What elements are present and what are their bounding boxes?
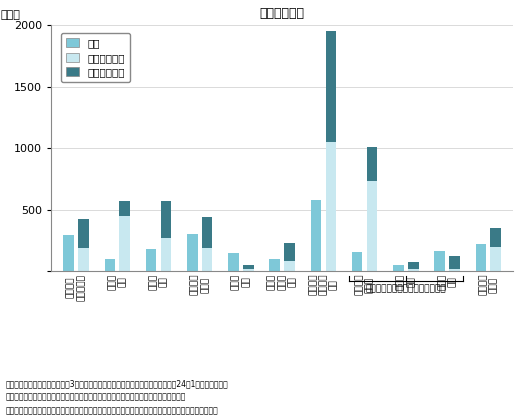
- Bar: [105, 259, 115, 271]
- Bar: [63, 236, 74, 271]
- Bar: [146, 249, 157, 271]
- Bar: [202, 248, 212, 271]
- Title: 【気仙沼所】: 【気仙沼所】: [259, 7, 305, 20]
- Text: 「生産工程・労務の職業」の内数: 「生産工程・労務の職業」の内数: [366, 284, 446, 294]
- Bar: [352, 252, 362, 271]
- Bar: [269, 259, 280, 271]
- Text: ２．求人申告書における「性別」欄はないため、有効求人数の男女別はない。: ２．求人申告書における「性別」欄はないため、有効求人数の男女別はない。: [5, 393, 186, 402]
- Legend: 求人, 求職（女性）, 求職（男性）: 求人, 求職（女性）, 求職（男性）: [61, 33, 130, 83]
- Bar: [326, 142, 336, 271]
- Bar: [228, 253, 239, 271]
- Bar: [367, 147, 378, 181]
- Bar: [449, 269, 460, 271]
- Bar: [78, 248, 89, 271]
- Bar: [161, 201, 171, 238]
- Bar: [161, 238, 171, 271]
- Bar: [202, 217, 212, 248]
- Bar: [243, 265, 254, 269]
- Bar: [284, 261, 295, 271]
- Bar: [187, 234, 198, 271]
- Bar: [284, 244, 295, 261]
- Bar: [408, 262, 419, 269]
- Bar: [393, 265, 404, 271]
- Bar: [490, 247, 501, 271]
- Text: ３．「福祉関連の職業」は、他の職業区分の中から、「福祉関連」の職業を足し上げたもの。: ３．「福祉関連の職業」は、他の職業区分の中から、「福祉関連」の職業を足し上げたも…: [5, 406, 218, 415]
- Text: （人）: （人）: [1, 10, 20, 20]
- Bar: [78, 219, 89, 248]
- Bar: [490, 228, 501, 247]
- Bar: [476, 244, 486, 271]
- Bar: [120, 216, 130, 271]
- Bar: [434, 251, 445, 271]
- Bar: [408, 269, 419, 271]
- Bar: [311, 200, 321, 271]
- Bar: [367, 181, 378, 271]
- Bar: [326, 31, 336, 142]
- Bar: [243, 269, 254, 271]
- Text: （備考）１．厚生労働省「被災3県の現在の雇用状況（月次）（男女別）」（平成24年1月）より作成。: （備考）１．厚生労働省「被災3県の現在の雇用状況（月次）（男女別）」（平成24年…: [5, 379, 228, 389]
- Bar: [449, 256, 460, 269]
- Bar: [120, 201, 130, 216]
